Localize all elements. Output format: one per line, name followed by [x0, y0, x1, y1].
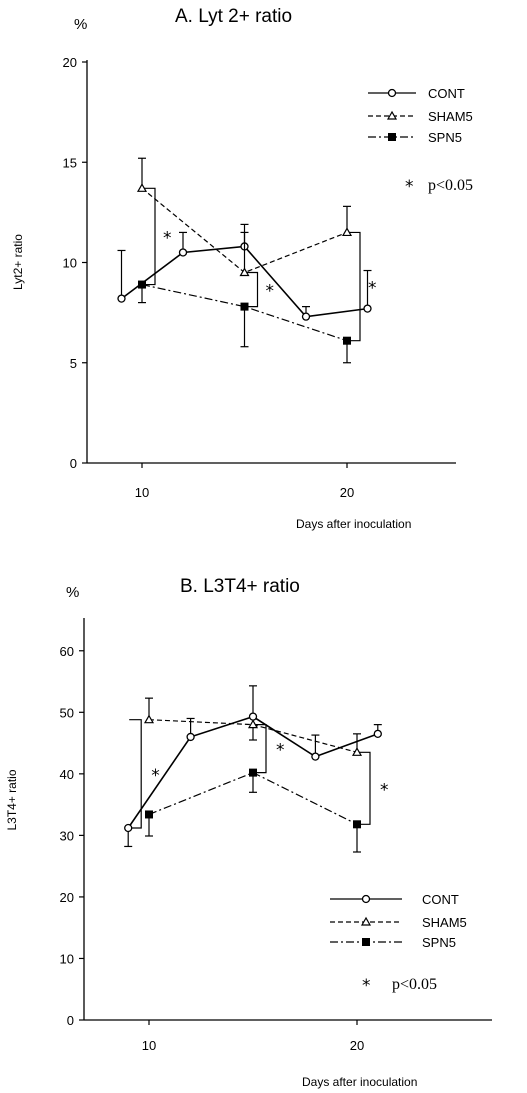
y-tick-label: 20 [63, 55, 77, 70]
data-point-cont [363, 304, 372, 313]
data-point-spn5 [353, 820, 361, 829]
significance-star: * [266, 282, 275, 302]
legend-marker-spn5 [388, 133, 396, 141]
data-point-sham5 [341, 227, 353, 237]
y-tick-label: 0 [67, 1013, 74, 1028]
data-point-spn5 [343, 336, 351, 345]
y-tick-label: 10 [60, 951, 74, 966]
data-point-cont [124, 823, 133, 833]
panel-b-significance-note: p<0.05 [392, 976, 437, 993]
panel-a-title: A. Lyt 2+ ratio [175, 6, 292, 27]
significance-bracket [245, 271, 259, 308]
panel-a-plot-marks: * * * [117, 157, 377, 364]
panel-a-lyt2-chart: % A. Lyt 2+ ratio Lyt2+ ratio Days after… [11, 6, 473, 531]
x-tick-label: 20 [340, 485, 354, 500]
y-tick-label: 30 [60, 828, 74, 843]
panel-a-unit-label: % [74, 16, 87, 33]
panel-b-axes: 0 10 20 30 40 50 60 10 20 [60, 618, 492, 1053]
data-point-cont [248, 712, 258, 721]
y-tick-label: 15 [63, 155, 77, 170]
panel-b-legend: CONT SHAM5 SPN5 [330, 892, 467, 950]
legend-marker-spn5 [362, 938, 370, 946]
panel-a-significance-note: p<0.05 [428, 177, 473, 194]
legend-label-cont: CONT [422, 892, 459, 907]
panel-b-title: B. L3T4+ ratio [180, 576, 300, 597]
y-tick-label: 20 [60, 890, 74, 905]
panel-a-x-axis-label: Days after inoculation [296, 517, 411, 531]
data-point-cont [186, 732, 195, 742]
data-point-sham5 [143, 714, 155, 724]
y-tick-label: 50 [60, 705, 74, 720]
x-tick-label: 20 [350, 1038, 364, 1053]
legend-marker-cont [387, 88, 397, 98]
data-point-sham5 [239, 267, 250, 277]
data-point-cont [178, 248, 188, 257]
legend-label-cont: CONT [428, 86, 465, 101]
panel-b-note-star: * [362, 976, 371, 996]
significance-star: * [368, 279, 377, 299]
significance-bracket [348, 231, 361, 342]
data-point-cont [117, 294, 126, 303]
y-tick-label: 60 [60, 644, 74, 659]
panel-b-x-axis-label: Days after inoculation [302, 1075, 417, 1089]
significance-star: * [151, 766, 160, 786]
data-point-cont [373, 729, 382, 738]
legend-marker-sham5 [386, 110, 398, 120]
significance-star: * [380, 780, 389, 800]
x-tick-label: 10 [142, 1038, 156, 1053]
legend-label-sham5: SHAM5 [422, 915, 467, 930]
panel-a-y-axis-label: Lyt2+ ratio [11, 234, 25, 290]
data-point-cont [301, 312, 311, 321]
data-point-spn5 [138, 280, 146, 289]
y-tick-label: 0 [70, 456, 77, 471]
panel-b-l3t4-chart: % B. L3T4+ ratio L3T4+ ratio Days after … [5, 576, 492, 1089]
y-tick-label: 10 [63, 256, 77, 271]
y-tick-label: 5 [70, 356, 77, 371]
data-point-sham5 [351, 747, 363, 756]
data-point-sham5 [136, 183, 148, 192]
panel-a-note-star: * [405, 177, 414, 197]
y-tick-label: 40 [60, 767, 74, 782]
panel-b-y-axis-label: L3T4+ ratio [5, 769, 19, 830]
data-point-spn5 [145, 810, 153, 819]
series-line-spn5 [141, 283, 348, 342]
panel-b-plot-marks: * * * [124, 685, 389, 853]
legend-label-spn5: SPN5 [422, 935, 456, 950]
data-point-spn5 [249, 768, 257, 777]
significance-bracket [358, 751, 371, 825]
significance-bracket [129, 719, 142, 829]
significance-bracket [254, 724, 267, 774]
significance-bracket [143, 187, 156, 286]
legend-label-sham5: SHAM5 [428, 109, 473, 124]
data-point-sham5 [247, 719, 259, 729]
data-point-spn5 [240, 302, 249, 311]
significance-star: * [163, 228, 172, 248]
panel-a-legend: CONT SHAM5 SPN5 [368, 86, 473, 145]
panel-a-axes: 0 5 10 15 20 10 20 [63, 55, 456, 500]
x-tick-label: 10 [135, 485, 149, 500]
legend-marker-sham5 [360, 916, 372, 926]
legend-label-spn5: SPN5 [428, 130, 462, 145]
panel-b-unit-label: % [66, 584, 79, 601]
significance-star: * [276, 741, 285, 761]
legend-marker-cont [361, 894, 371, 904]
data-point-cont [311, 752, 320, 761]
